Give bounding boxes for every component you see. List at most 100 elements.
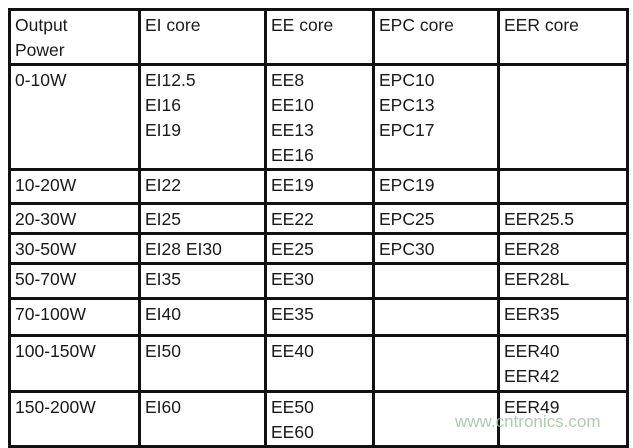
cell-output-power: 50-70W xyxy=(8,262,141,300)
cell-text: 0-10W xyxy=(15,70,67,90)
cell-text: EE22 xyxy=(271,209,314,229)
cell-text: 10-20W xyxy=(15,175,77,195)
cell-text: EPC10 xyxy=(379,70,435,90)
cell-ee-core: EE25 xyxy=(264,232,375,265)
cell-text: EPC17 xyxy=(379,120,435,140)
cell-output-power: 30-50W xyxy=(8,232,141,265)
cell-ee-core: EE30 xyxy=(264,262,375,300)
cell-text: EE40 xyxy=(271,341,314,361)
table-row: 100-150W EI50 EE40 EER40 EER42 xyxy=(8,334,629,393)
cell-text: EPC30 xyxy=(379,239,435,259)
cell-text: EI19 xyxy=(145,120,181,140)
header-cell-ei-core: EI core xyxy=(138,8,267,66)
cell-text: EI35 xyxy=(145,269,181,289)
cell-text: EE core xyxy=(271,15,334,35)
cell-ei-core: EI25 xyxy=(138,202,267,235)
cell-text: EE35 xyxy=(271,304,314,324)
table-row: 10-20W EI22 EE19 EPC19 xyxy=(8,168,629,205)
cell-epc-core: EPC19 xyxy=(372,168,500,205)
table-row: 70-100W EI40 EE35 EER35 xyxy=(8,297,629,337)
cell-epc-core xyxy=(372,297,500,337)
cell-output-power: 0-10W xyxy=(8,63,141,171)
cell-text: Power xyxy=(15,40,65,60)
cell-text: EER49 xyxy=(504,397,560,417)
cell-text: 70-100W xyxy=(15,304,87,324)
cell-text: EER40 xyxy=(504,341,560,361)
cell-output-power: 100-150W xyxy=(8,334,141,393)
cell-ei-core: EI28 EI30 xyxy=(138,232,267,265)
cell-text: EPC13 xyxy=(379,95,435,115)
cell-ei-core: EI60 xyxy=(138,390,267,448)
cell-text: EE13 xyxy=(271,120,314,140)
cell-text: EER28 xyxy=(504,239,560,259)
cell-ei-core: EI12.5 EI16 EI19 xyxy=(138,63,267,171)
cell-eer-core xyxy=(497,63,629,171)
table-row: 150-200W EI60 EE50 EE60 EER49 xyxy=(8,390,629,448)
cell-text: EI25 xyxy=(145,209,181,229)
cell-text: EE60 xyxy=(271,422,314,442)
cell-text: Output xyxy=(15,15,68,35)
cell-text: EER42 xyxy=(504,366,560,386)
watermark: www.cntronics.com xyxy=(455,412,601,431)
cell-text: EER core xyxy=(504,15,579,35)
cell-text: EPC19 xyxy=(379,175,435,195)
cell-epc-core: EPC10 EPC13 EPC17 xyxy=(372,63,500,171)
cell-text: EI28 EI30 xyxy=(145,239,222,259)
cell-text: 150-200W xyxy=(15,397,96,417)
cell-ei-core: EI40 xyxy=(138,297,267,337)
cell-text: EPC core xyxy=(379,15,454,35)
cell-epc-core xyxy=(372,334,500,393)
cell-ei-core: EI50 xyxy=(138,334,267,393)
cell-ei-core: EI35 xyxy=(138,262,267,300)
cell-eer-core: EER40 EER42 xyxy=(497,334,629,393)
cell-output-power: 10-20W xyxy=(8,168,141,205)
cell-eer-core xyxy=(497,168,629,205)
cell-text: EE19 xyxy=(271,175,314,195)
cell-output-power: 70-100W xyxy=(8,297,141,337)
header-cell-epc-core: EPC core xyxy=(372,8,500,66)
cell-text: EE25 xyxy=(271,239,314,259)
cell-text: 100-150W xyxy=(15,341,96,361)
cell-text: EE30 xyxy=(271,269,314,289)
cell-text: EER25.5 xyxy=(504,209,575,229)
cell-epc-core: EPC25 xyxy=(372,202,500,235)
cell-ee-core: EE35 xyxy=(264,297,375,337)
cell-ei-core: EI22 xyxy=(138,168,267,205)
cell-text: EE16 xyxy=(271,145,314,165)
cell-text: EI40 xyxy=(145,304,181,324)
cell-output-power: 20-30W xyxy=(8,202,141,235)
cell-text: EI60 xyxy=(145,397,181,417)
cell-text: EER28L xyxy=(504,269,570,289)
cell-eer-core: EER28L xyxy=(497,262,629,300)
cell-text: EPC25 xyxy=(379,209,435,229)
cell-ee-core: EE50 EE60 xyxy=(264,390,375,448)
cell-epc-core xyxy=(372,262,500,300)
cell-text: EE8 xyxy=(271,70,305,90)
cell-text: EI50 xyxy=(145,341,181,361)
cell-eer-core: EER28 xyxy=(497,232,629,265)
header-row: Output Power EI core EE core EPC core EER cor… xyxy=(8,8,629,66)
cell-text: EER35 xyxy=(504,304,560,324)
cell-eer-core: EER25.5 xyxy=(497,202,629,235)
core-selection-table: Output Power EI core EE core EPC core EER cor… xyxy=(8,8,629,448)
cell-ee-core: EE22 xyxy=(264,202,375,235)
table-row: 20-30W EI25 EE22 EPC25 EER25.5 xyxy=(8,202,629,235)
cell-epc-core: EPC30 xyxy=(372,232,500,265)
table-row: 50-70W EI35 EE30 EER28L xyxy=(8,262,629,300)
cell-text: EI22 xyxy=(145,175,181,195)
cell-text: 30-50W xyxy=(15,239,77,259)
header-cell-ee-core: EE core xyxy=(264,8,375,66)
cell-text: EI16 xyxy=(145,95,181,115)
table-row: 30-50W EI28 EI30 EE25 EPC30 EER28 xyxy=(8,232,629,265)
cell-ee-core: EE8 EE10 EE13 EE16 xyxy=(264,63,375,171)
header-cell-eer-core: EER core xyxy=(497,8,629,66)
cell-text: EI12.5 xyxy=(145,70,196,90)
cell-text: EE50 xyxy=(271,397,314,417)
cell-text: 20-30W xyxy=(15,209,77,229)
cell-output-power: 150-200W xyxy=(8,390,141,448)
cell-ee-core: EE40 xyxy=(264,334,375,393)
cell-text: 50-70W xyxy=(15,269,77,289)
table-row: 0-10W EI12.5 EI16 EI19 EE8 EE10 EE13 EE16 EPC10 E… xyxy=(8,63,629,171)
cell-eer-core: EER35 xyxy=(497,297,629,337)
cell-text: EE10 xyxy=(271,95,314,115)
